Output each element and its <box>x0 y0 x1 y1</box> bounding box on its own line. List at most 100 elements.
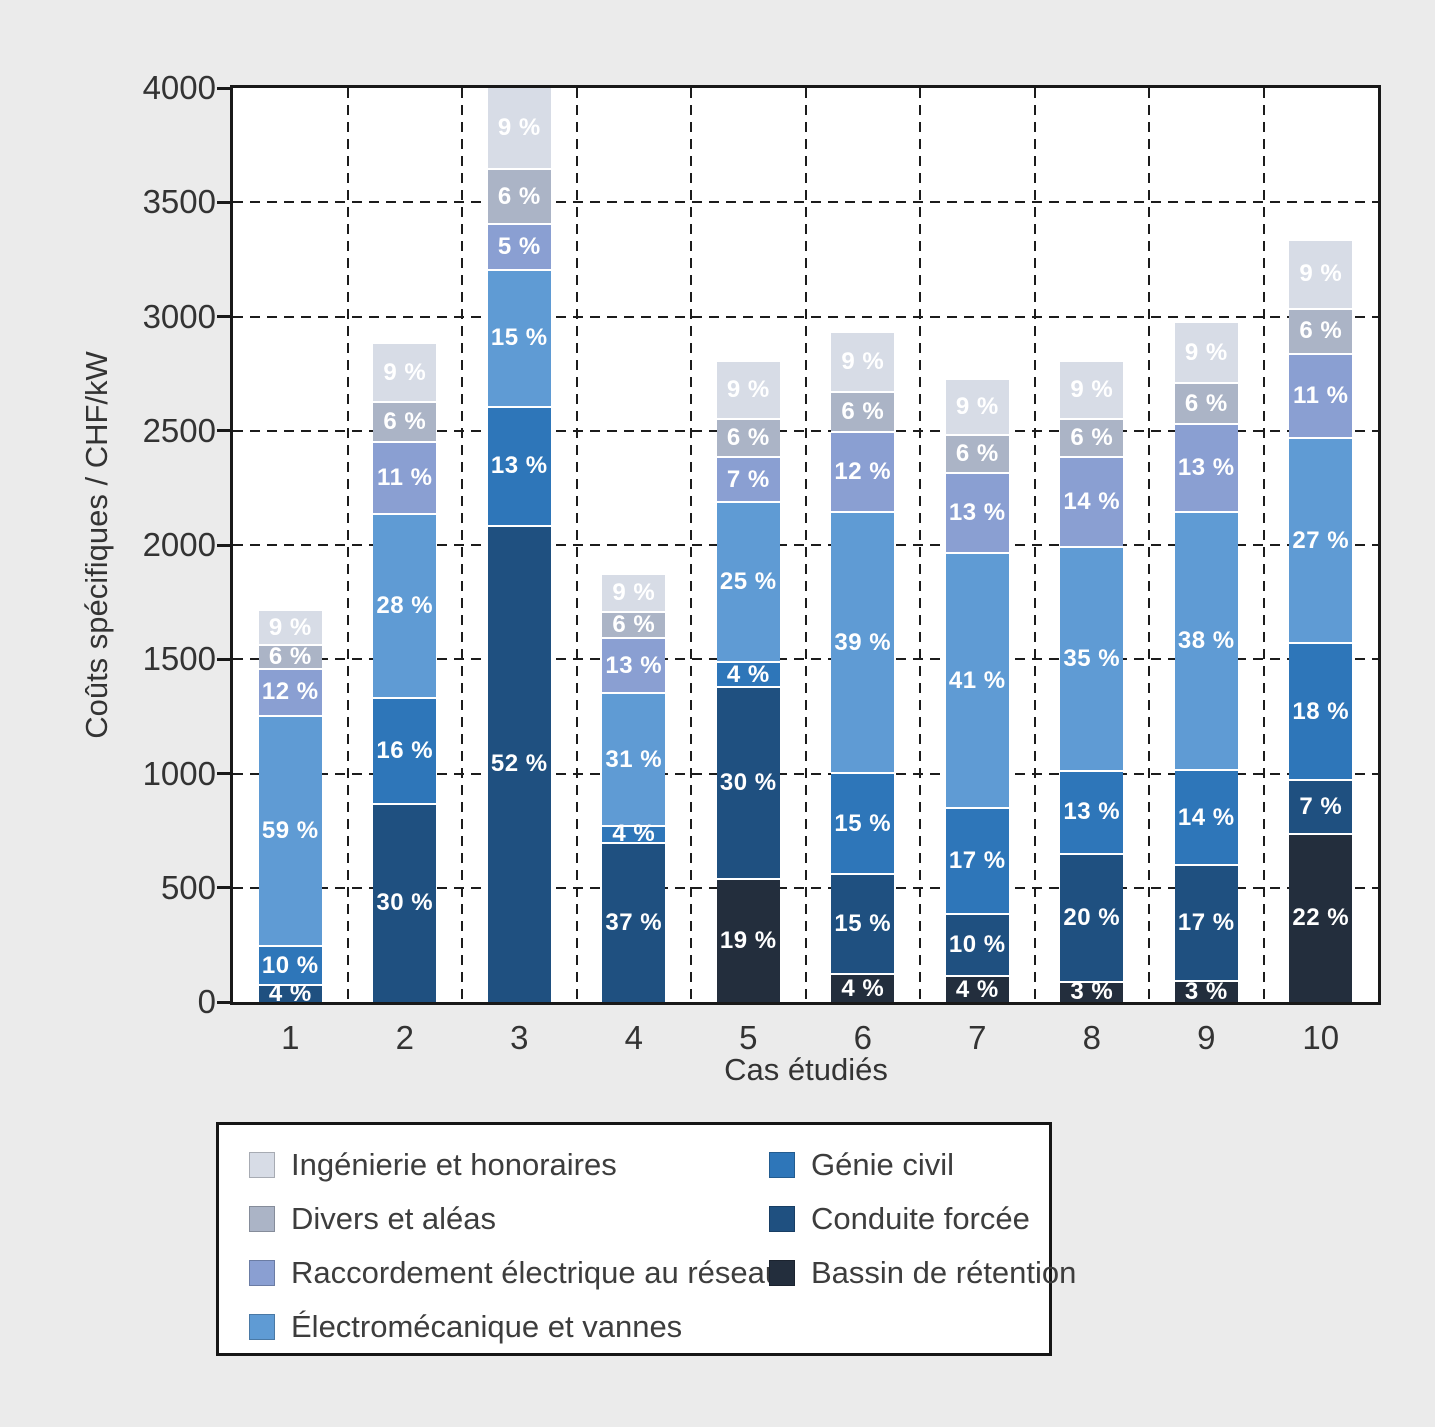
bar-segment-divers: 6 % <box>373 403 437 443</box>
segment-percent-label: 14 % <box>1063 487 1121 515</box>
x-tick-label: 2 <box>395 1019 414 1056</box>
x-tick-label: 10 <box>1302 1019 1340 1056</box>
segment-percent-label: 11 % <box>377 463 433 491</box>
segment-percent-label: 6 % <box>612 610 656 638</box>
y-tick-label: 1000 <box>142 754 216 792</box>
x-tick-label: 6 <box>853 1019 872 1056</box>
gridline-vertical <box>346 88 349 1002</box>
segment-percent-label: 13 % <box>948 499 1006 527</box>
bar-segment-electro: 31 % <box>602 694 666 827</box>
legend-item-electro: Électromécanique et vannes <box>249 1309 682 1344</box>
bar-segment-bassin: 19 % <box>716 880 780 1002</box>
bar-segment-ingenierie: 9 % <box>1289 241 1353 310</box>
y-tick <box>217 772 230 775</box>
y-tick <box>217 543 230 547</box>
bar-segment-ingenierie: 9 % <box>945 380 1009 437</box>
legend-swatch-divers <box>249 1206 275 1232</box>
bar-segment-genie: 13 % <box>1060 771 1124 855</box>
plot-area: 9 % 6 % 12 % 59 % 10 % 4 % 9 % 6 % 11 % 28 % 16 % 3… <box>230 85 1381 1006</box>
stacked-bar-case-8: 9 % 6 % 14 % 35 % 13 % 20 % 3 % <box>1060 362 1124 1006</box>
segment-percent-label: 9 % <box>1184 338 1228 366</box>
segment-percent-label: 6 % <box>726 423 770 451</box>
y-tick <box>217 1000 230 1004</box>
segment-percent-label: 31 % <box>605 745 663 773</box>
bar-segment-electro: 59 % <box>258 716 322 948</box>
segment-percent-label: 14 % <box>1177 803 1235 831</box>
legend-label: Génie civil <box>811 1147 954 1182</box>
segment-percent-label: 6 % <box>383 407 427 435</box>
legend-item-divers: Divers et aléas <box>249 1201 496 1236</box>
x-tick-label: 9 <box>1197 1019 1216 1056</box>
bar-segment-ingenierie: 9 % <box>602 574 666 614</box>
bar-segment-divers: 6 % <box>716 419 780 459</box>
legend-swatch-genie <box>769 1152 795 1178</box>
bar-segment-bassin: 4 % <box>831 975 895 1002</box>
bar-segment-genie: 17 % <box>945 809 1009 915</box>
segment-percent-label: 25 % <box>719 567 777 595</box>
bar-segment-ingenierie: 9 % <box>1060 362 1124 420</box>
bar-segment-conduite: 37 % <box>602 843 666 1002</box>
segment-percent-label: 9 % <box>1070 375 1114 403</box>
bar-segment-conduite: 17 % <box>1174 866 1238 982</box>
y-tick-label: 2500 <box>142 411 216 449</box>
legend-swatch-electro <box>249 1314 275 1340</box>
segment-percent-label: 35 % <box>1063 644 1121 672</box>
y-tick <box>217 657 230 661</box>
bar-segment-divers: 6 % <box>1060 419 1124 459</box>
stacked-bar-case-7: 9 % 6 % 13 % 41 % 17 % 10 % 4 % <box>945 380 1009 1003</box>
bar-segment-raccordement: 11 % <box>1289 355 1353 439</box>
bar-segment-genie: 18 % <box>1289 644 1353 782</box>
x-tick-label: 7 <box>968 1019 987 1056</box>
legend-label: Bassin de rétention <box>811 1255 1077 1290</box>
bar-segment-genie: 13 % <box>487 407 551 527</box>
segment-percent-label: 9 % <box>726 375 770 403</box>
segment-percent-label: 6 % <box>497 182 541 210</box>
stacked-bar-case-6: 9 % 6 % 12 % 39 % 15 % 15 % 4 % <box>831 332 895 1003</box>
x-tick-label: 4 <box>624 1019 643 1056</box>
bar-segment-raccordement: 11 % <box>373 442 437 515</box>
stacked-bar-case-1: 9 % 6 % 12 % 59 % 10 % 4 % <box>258 611 322 1006</box>
segment-percent-label: 27 % <box>1292 526 1350 554</box>
bar-segment-ingenierie: 9 % <box>373 343 437 404</box>
bar-segment-raccordement: 13 % <box>945 473 1009 555</box>
segment-percent-label: 10 % <box>948 931 1006 959</box>
bar-segment-electro: 28 % <box>373 515 437 700</box>
bar-segment-genie: 4 % <box>602 822 666 846</box>
bar-segment-ingenierie: 9 % <box>831 332 895 393</box>
segment-percent-label: 13 % <box>1177 454 1235 482</box>
legend-label: Divers et aléas <box>291 1201 497 1236</box>
bar-segment-ingenierie: 9 % <box>716 362 780 420</box>
segment-percent-label: 52 % <box>490 750 548 778</box>
gridline-vertical <box>919 88 921 1002</box>
x-tick-label: 8 <box>1082 1019 1101 1056</box>
bar-segment-raccordement: 14 % <box>1060 458 1124 548</box>
legend-label: Raccordement électrique au réseau <box>291 1255 783 1290</box>
bar-segment-conduite: 20 % <box>1060 854 1124 983</box>
bar-segment-divers: 6 % <box>945 436 1009 474</box>
segment-percent-label: 17 % <box>948 847 1006 875</box>
segment-percent-label: 9 % <box>268 613 312 641</box>
segment-percent-label: 13 % <box>605 651 663 679</box>
segment-percent-label: 4 % <box>955 975 999 1003</box>
legend-swatch-conduite <box>769 1206 795 1232</box>
bar-segment-conduite: 30 % <box>373 804 437 1002</box>
segment-percent-label: 15 % <box>834 809 892 837</box>
segment-percent-label: 3 % <box>1070 978 1114 1006</box>
segment-percent-label: 4 % <box>726 660 770 688</box>
segment-percent-label: 12 % <box>834 458 892 486</box>
legend-label: Conduite forcée <box>811 1201 1030 1236</box>
segment-percent-label: 20 % <box>1063 903 1121 931</box>
bar-segment-bassin: 3 % <box>1060 978 1124 1006</box>
segment-percent-label: 5 % <box>497 232 541 260</box>
legend-swatch-raccordement <box>249 1260 275 1286</box>
stacked-bar-case-5: 9 % 6 % 7 % 25 % 4 % 30 % 19 % <box>716 362 780 1002</box>
segment-percent-label: 6 % <box>841 397 885 425</box>
segment-percent-label: 4 % <box>268 980 312 1008</box>
gridline-vertical <box>575 88 578 1002</box>
segment-percent-label: 7 % <box>726 465 770 493</box>
legend-item-genie: Génie civil <box>769 1147 954 1182</box>
legend: Ingénierie et honoraires Divers et aléas R… <box>216 1122 1076 1356</box>
gridline-vertical <box>1033 88 1036 1002</box>
gridline-vertical <box>1148 88 1150 1002</box>
stacked-bar-case-9: 9 % 6 % 13 % 38 % 14 % 17 % 3 % <box>1174 323 1238 1003</box>
